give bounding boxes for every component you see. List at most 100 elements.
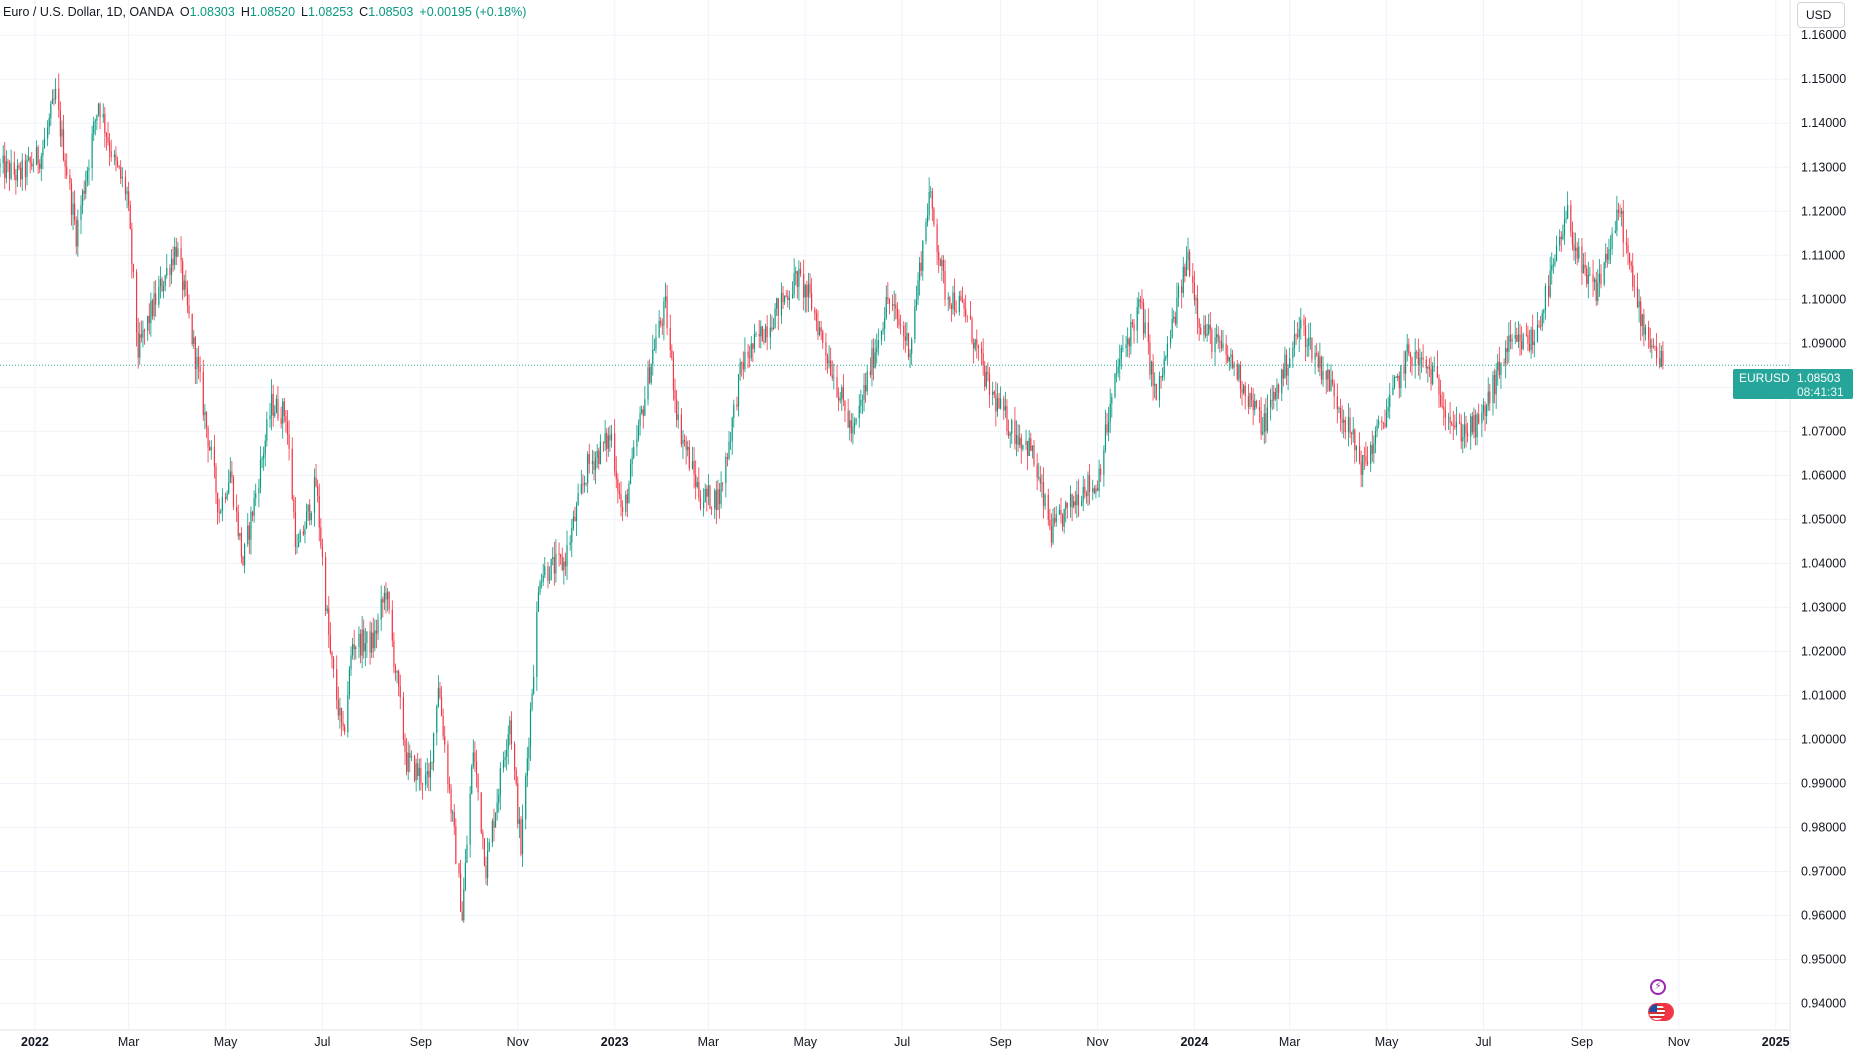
candle-body [99,104,101,118]
candle [1115,359,1118,383]
candle [1189,248,1191,278]
candle-body [126,191,128,194]
currency-button[interactable]: USD [1797,2,1845,28]
candle-body [1027,440,1029,457]
candle [960,290,962,302]
candle-body [907,333,910,358]
y-tick-label: 1.05000 [1801,512,1846,526]
candle-body [680,414,682,445]
candle-body [1141,301,1143,303]
candle [796,270,798,299]
candle [16,159,19,188]
candle-body [841,387,843,399]
candle-body [1444,410,1446,418]
candle-body [791,294,794,299]
candle-body [1382,422,1384,424]
candle [507,725,509,765]
candle [313,468,316,527]
candle [583,475,586,493]
candle [131,222,133,279]
candle [21,153,23,191]
candle-body [977,344,979,349]
candle [1555,235,1558,262]
candle [680,408,682,448]
candle [1478,403,1480,425]
candle [121,167,123,188]
x-tick-label: Sep [410,1035,432,1049]
candle-body [602,441,605,444]
candle [1589,266,1591,277]
candle [992,381,994,406]
us-flag-icon[interactable] [1648,1003,1674,1021]
candle-body [1571,231,1574,245]
candle [1455,406,1458,436]
candle [1427,366,1429,383]
candle [858,394,860,428]
candle-body [1540,325,1542,327]
candle [1625,229,1628,254]
candle-body [1603,262,1605,285]
candle [853,417,856,435]
candle [1293,320,1296,357]
candle [172,246,174,272]
candle-body [952,292,954,309]
candle [477,773,479,801]
candle [1540,315,1542,331]
candle [1371,430,1373,463]
candle-body [1111,397,1113,404]
candle-body [15,174,17,181]
candle [1087,471,1089,506]
candle [1076,480,1078,519]
candle-body [1528,344,1531,351]
candle [1333,379,1335,410]
candle-body [1481,412,1483,424]
candle [1033,439,1035,468]
flash-icon[interactable]: ⚡ [1650,979,1666,995]
candle [874,339,876,369]
candle [1493,368,1496,404]
candle-body [1230,354,1232,358]
candle [938,244,940,274]
candle-body [499,768,501,796]
candle-body [1236,364,1238,380]
candle [1347,403,1350,447]
candle-body [266,419,268,441]
candle [571,518,573,558]
candle [1622,199,1624,257]
candle [784,295,786,305]
candle [1316,343,1318,357]
candle [332,656,335,678]
candle [1073,495,1075,509]
candle [626,488,628,518]
candle [969,300,972,320]
candle-body [347,695,349,733]
candle [1605,243,1607,269]
candle [340,707,343,737]
candle [447,740,449,794]
candle [1406,333,1408,362]
candle [1463,412,1466,449]
candle [1141,289,1143,310]
candle-body [771,327,773,330]
candle-body [936,224,938,252]
candle-body [892,303,894,306]
candle-body [1462,436,1464,442]
candle [1042,467,1045,519]
candle-body [1196,298,1199,320]
candle-body [839,398,841,401]
candle-body [1451,423,1453,425]
x-tick-label: 2024 [1180,1035,1208,1049]
candle [1025,429,1027,451]
candle-body [1544,286,1547,310]
candle [553,541,555,586]
candle [1081,495,1083,507]
candle-body [1238,364,1240,380]
candle [386,588,389,612]
candle [159,266,162,299]
candle [1011,418,1013,444]
candle [474,741,476,772]
candle-body [386,592,389,600]
candle-body [1128,338,1130,347]
candle [99,102,101,130]
